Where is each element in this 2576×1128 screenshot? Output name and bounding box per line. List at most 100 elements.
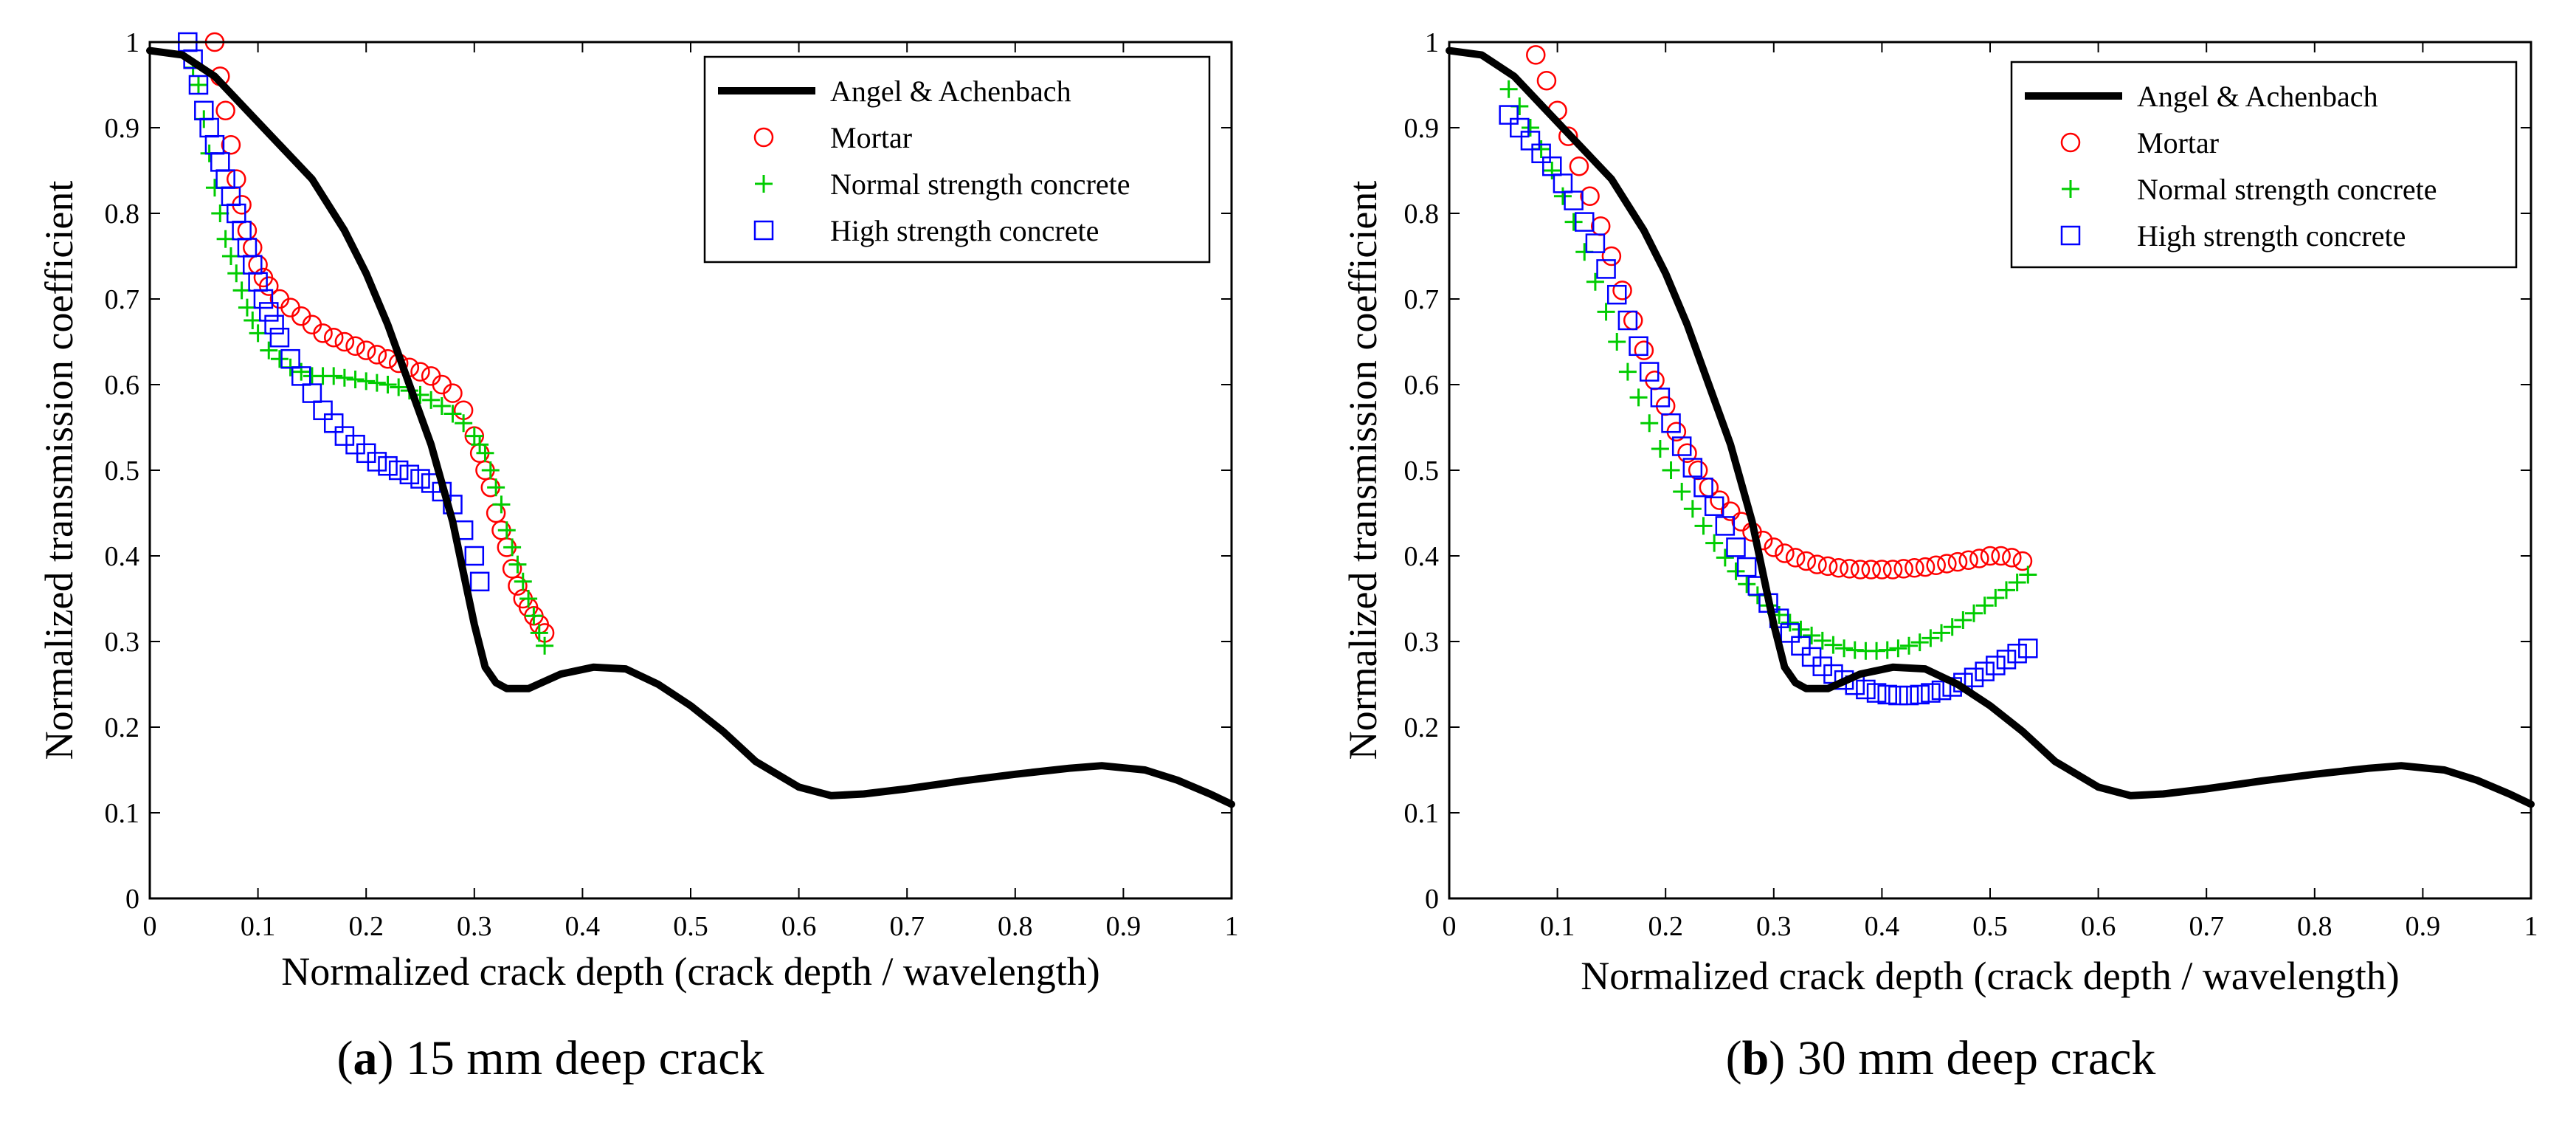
panel-b-legend-items: Angel & Achenbach Mortar Normal strength c… [2025,80,2437,252]
panel-a-point-high-strength-concrete [378,455,398,476]
panel-b-point-normal-strength-concrete [1986,588,2005,607]
panel-a-point-high-strength-concrete [291,366,311,386]
panel-a-point-high-strength-concrete [264,314,284,335]
panel-a-y-tick-label: 0.8 [105,199,140,230]
chart-panel-b: 0 0.1 0.2 0.3 0.4 0.5 0.6 0.7 0.8 0.9 1 0 0.1 0.2 0.3 0… [1341,27,2538,1085]
panel-a-x-tick-label: 0.1 [241,911,276,942]
panel-b-point-high-strength-concrete [1510,117,1530,138]
panel-b-point-high-strength-concrete [1964,667,1984,687]
panel-b-point-high-strength-concrete [1671,436,1692,456]
panel-b-point-normal-strength-concrete [1683,500,1702,518]
panel-a-point-normal-strength-concrete [492,495,511,514]
panel-a-point-mortar [508,576,528,596]
panel-a-x-tick-label: 0.9 [1106,911,1142,942]
panel-a-y-tick-label: 0.2 [105,712,140,743]
panel-b-x-tick-label: 0.3 [1756,911,1792,942]
panel-a-point-normal-strength-concrete [455,414,473,433]
panel-a-point-normal-strength-concrete [379,376,397,393]
panel-a-y-tick-label: 1 [125,27,139,58]
panel-a-legend-swatch-high-strength-concrete [753,220,774,241]
panel-a-point-high-strength-concrete [313,400,333,421]
panel-a-x-tick-label: 0.5 [673,911,708,942]
panel-b-point-mortar [2002,548,2022,568]
panel-a-point-high-strength-concrete [367,452,387,472]
panel-a-point-normal-strength-concrete [422,391,441,409]
panel-a-point-mortar [334,331,355,352]
panel-b-caption-text: 30 mm deep crack [1798,1031,2156,1085]
panel-b-point-normal-strength-concrete [1933,624,1951,642]
panel-b-point-normal-strength-concrete [1597,303,1615,321]
panel-b-point-normal-strength-concrete [1727,562,1745,580]
panel-a-point-high-strength-concrete [410,469,430,489]
panel-a-point-normal-strength-concrete [481,461,500,479]
panel-b-point-mortar [1969,548,1989,568]
panel-a-point-mortar [367,345,387,365]
panel-b-point-normal-strength-concrete [1878,641,1896,659]
panel-b-point-high-strength-concrete [1888,685,1908,706]
panel-b-point-normal-strength-concrete [1662,461,1680,479]
panel-b-point-mortar [1840,559,1860,579]
panel-a-point-normal-strength-concrete [487,478,505,497]
panel-b-y-tick-label: 0.4 [1404,541,1440,572]
panel-b-point-high-strength-concrete [1996,650,2017,670]
panel-b-legend-label-normal-strength-concrete: Normal strength concrete [2137,173,2437,206]
panel-b-point-mortar [1677,443,1697,464]
panel-b-x-tick-label: 0.7 [2189,911,2224,942]
panel-b-point-normal-strength-concrete [1618,362,1637,381]
panel-b-point-high-strength-concrete [1629,336,1648,357]
panel-a-y-tick-label: 0.9 [105,113,140,144]
panel-b-point-mortar [1612,281,1632,300]
panel-b-point-normal-strength-concrete [1651,440,1669,458]
panel-a-point-high-strength-concrete [259,302,279,322]
panel-a-legend-label-mortar: Mortar [830,121,912,154]
panel-b-point-mortar [1796,551,1817,571]
panel-b-point-normal-strength-concrete [1997,581,2015,599]
panel-b-point-mortar [1775,543,1795,563]
panel-b-y-tick-label: 0.2 [1404,712,1440,743]
panel-b-point-normal-strength-concrete [1716,548,1734,567]
panel-b-point-high-strength-concrete [1617,310,1638,331]
panel-a-point-normal-strength-concrete [503,538,522,557]
panel-a-point-high-strength-concrete [302,383,322,403]
panel-a-y-tick-label: 0.6 [105,370,140,401]
panel-b-point-high-strength-concrete [1791,636,1811,656]
panel-b-point-mortar [1861,560,1881,580]
panel-b-point-normal-strength-concrete [1629,388,1648,407]
panel-a-x-axis-label: Normalized crack depth (crack depth / wa… [281,949,1099,994]
panel-b-point-high-strength-concrete [1553,173,1573,193]
panel-a-point-normal-strength-concrete [508,555,527,574]
panel-a-point-normal-strength-concrete [335,368,353,387]
panel-b-point-mortar [1872,560,1892,580]
panel-a-point-normal-strength-concrete [260,341,278,360]
panel-a-point-mortar [345,336,365,357]
panel-a-x-tick-label: 0.7 [889,911,925,942]
panel-b-point-high-strength-concrete [1542,156,1562,176]
panel-a-point-normal-strength-concrete [221,247,240,265]
panel-b-point-normal-strength-concrete [1910,633,1929,652]
panel-b-x-tick-label: 0.8 [2297,911,2332,942]
panel-b-point-high-strength-concrete [1910,684,1930,705]
panel-a-legend-label-angel-and-achenbach: Angel & Achenbach [830,75,1071,108]
panel-b-point-high-strength-concrete [1693,477,1713,498]
panel-a-y-tick-label: 0.1 [105,798,140,829]
panel-a-point-normal-strength-concrete [476,444,494,462]
panel-a-point-normal-strength-concrete [216,230,235,248]
panel-a-point-high-strength-concrete [469,571,490,592]
panel-a-point-normal-strength-concrete [367,374,386,392]
panel-b-point-high-strength-concrete [1650,388,1671,407]
panel-a-x-tick-label: 0.4 [565,911,601,942]
panel-b-y-tick-label: 0.9 [1404,113,1440,144]
panel-b-point-high-strength-concrete [1856,679,1876,700]
panel-b-x-tick-label: 0.2 [1648,911,1683,942]
panel-a-x-tick-label: 0.2 [348,911,384,942]
panel-b-legend-swatch-high-strength-concrete [2060,225,2081,246]
panel-a-x-tick-label: 0.3 [457,911,492,942]
panel-b-x-axis-label: Normalized crack depth (crack depth / wa… [1581,954,2399,998]
panel-a-point-mortar [356,340,376,360]
panel-a-point-high-strength-concrete [464,546,485,566]
panel-b-point-normal-strength-concrete [1835,639,1854,658]
panel-a-point-normal-strength-concrete [432,397,451,415]
panel-b-point-normal-strength-concrete [1889,639,1907,658]
panel-b-point-mortar [1829,557,1849,578]
panel-a-point-high-strength-concrete [280,348,300,369]
